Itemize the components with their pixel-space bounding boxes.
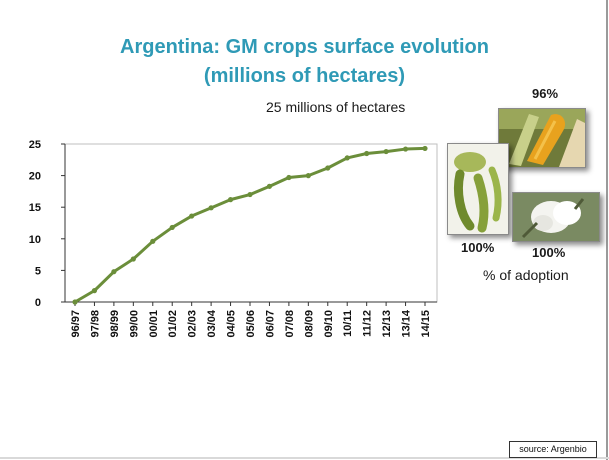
soybean-photo-icon bbox=[447, 143, 509, 235]
data-point bbox=[189, 213, 195, 219]
data-point bbox=[402, 146, 409, 152]
slide-title-line1: Argentina: GM crops surface evolution bbox=[120, 36, 489, 58]
data-point bbox=[364, 150, 370, 157]
data-point bbox=[208, 205, 214, 211]
plot-area-frame bbox=[64, 143, 438, 303]
x-tick-label: 98/99 bbox=[109, 310, 121, 338]
data-point bbox=[286, 174, 292, 181]
x-tick-label: 00/01 bbox=[148, 310, 160, 338]
slide-right-border bbox=[606, 0, 608, 460]
headline-label: 25 millions of hectares bbox=[266, 99, 406, 115]
data-point bbox=[91, 288, 98, 294]
data-point bbox=[111, 269, 117, 275]
x-tick-label: 09/10 bbox=[323, 310, 335, 338]
x-tick-label: 01/02 bbox=[167, 310, 179, 338]
slide-title-line2: (millions of hectares) bbox=[203, 65, 406, 87]
maize-adoption-pct: 96% bbox=[532, 86, 559, 101]
x-tick-label: 99/00 bbox=[128, 310, 140, 338]
data-point bbox=[150, 238, 156, 244]
series-line bbox=[74, 146, 426, 304]
maize-photo-icon bbox=[498, 108, 586, 168]
x-tick-label: 12/13 bbox=[381, 310, 393, 338]
soy-adoption-pct: 100% bbox=[461, 240, 495, 255]
y-tick-label: 20 bbox=[29, 171, 41, 183]
data-point bbox=[266, 183, 273, 189]
cotton-photo-icon bbox=[512, 192, 600, 242]
x-tick-label: 14/15 bbox=[420, 310, 432, 338]
x-tick-label: 97/98 bbox=[89, 310, 101, 338]
y-tick-label: 25 bbox=[29, 139, 41, 151]
x-tick-label: 03/04 bbox=[206, 309, 218, 337]
x-tick-label: 02/03 bbox=[187, 310, 199, 338]
data-point bbox=[344, 155, 350, 161]
surface-line-chart: 0 5 10 15 20 25 96/97 97/98 98/99 99/00 00/01 01/02… bbox=[29, 139, 438, 338]
y-tick-label: 0 bbox=[35, 297, 41, 309]
x-tick-label: 08/09 bbox=[303, 310, 315, 338]
x-tick-label: 07/08 bbox=[284, 310, 296, 338]
cotton-adoption-pct: 100% bbox=[532, 245, 566, 260]
y-tick-label: 10 bbox=[29, 234, 41, 246]
source-label: source: Argenbio bbox=[509, 441, 597, 458]
data-point bbox=[130, 256, 136, 262]
y-tick-label: 5 bbox=[35, 265, 41, 277]
adoption-caption: % of adoption bbox=[483, 267, 569, 283]
x-tick-label: 06/07 bbox=[264, 310, 276, 338]
data-point bbox=[169, 224, 175, 231]
slide-bottom-border bbox=[0, 457, 609, 459]
data-point bbox=[227, 197, 234, 203]
data-point bbox=[325, 165, 331, 171]
y-tick-label: 15 bbox=[29, 202, 41, 214]
x-tick-label: 11/12 bbox=[362, 310, 374, 337]
data-point bbox=[383, 148, 389, 155]
x-tick-label: 96/97 bbox=[70, 310, 82, 338]
x-tick-label: 13/14 bbox=[401, 309, 413, 337]
data-point bbox=[305, 173, 311, 179]
x-tick-label: 04/05 bbox=[226, 310, 238, 338]
x-tick-label: 05/06 bbox=[245, 310, 257, 338]
data-point bbox=[422, 145, 428, 152]
x-tick-label: 10/11 bbox=[342, 310, 354, 337]
data-point bbox=[72, 299, 78, 305]
data-point bbox=[247, 191, 253, 198]
